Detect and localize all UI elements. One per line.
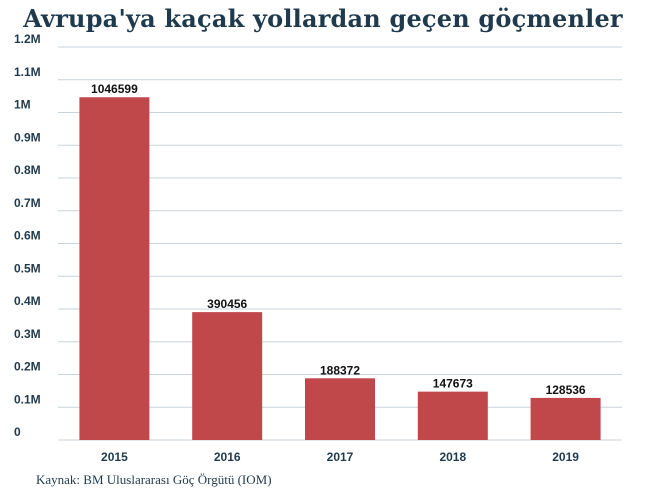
chart-title: Avrupa'ya kaçak yollardan geçen göçmenle…: [23, 4, 623, 33]
data-label: 147673: [433, 377, 473, 391]
x-tick-label: 2016: [214, 450, 241, 464]
data-label: 390456: [207, 297, 247, 311]
bar-2017: [305, 378, 375, 440]
bar-2016: [192, 312, 263, 440]
data-label: 188372: [320, 363, 360, 377]
bar-2018: [417, 391, 488, 440]
x-tick-label: 2019: [552, 450, 579, 464]
y-tick-label: 0.2M: [14, 360, 41, 374]
bar-chart: 0 0.1M 0.2M 0.3M 0.4M 0.5M 0.6M 0.7M 0.8M 0.9M 1M 1…: [14, 32, 622, 464]
y-tick-label: 1.2M: [14, 32, 41, 46]
y-tick-label: 0.1M: [14, 392, 41, 406]
y-tick-label: 0.6M: [14, 229, 41, 243]
y-tick-label: 0: [14, 425, 21, 439]
y-tick-label: 0.7M: [14, 196, 41, 210]
data-labels: 1046599 390456 188372 147673 128536: [91, 82, 586, 397]
y-tick-label: 0.5M: [14, 261, 41, 275]
y-tick-label: 0.9M: [14, 130, 41, 144]
y-tick-label: 0.4M: [14, 294, 41, 308]
bar-2019: [530, 397, 601, 440]
x-tick-label: 2017: [327, 450, 354, 464]
data-label: 128536: [546, 383, 586, 397]
x-tick-label: 2015: [101, 450, 128, 464]
data-label: 1046599: [91, 82, 138, 96]
bars: [79, 97, 601, 440]
y-tick-label: 0.3M: [14, 327, 41, 341]
source-note: Kaynak: BM Uluslararası Göç Örgütü (IOM): [36, 472, 272, 487]
bar-2015: [79, 97, 150, 440]
x-axis-ticks: 2015 2016 2017 2018 2019: [101, 450, 579, 464]
y-tick-label: 1.1M: [14, 65, 41, 79]
y-tick-label: 1M: [14, 98, 31, 112]
y-tick-label: 0.8M: [14, 163, 41, 177]
y-axis-ticks: 0 0.1M 0.2M 0.3M 0.4M 0.5M 0.6M 0.7M 0.8M 0.9M 1M 1…: [14, 32, 41, 439]
x-tick-label: 2018: [439, 450, 466, 464]
